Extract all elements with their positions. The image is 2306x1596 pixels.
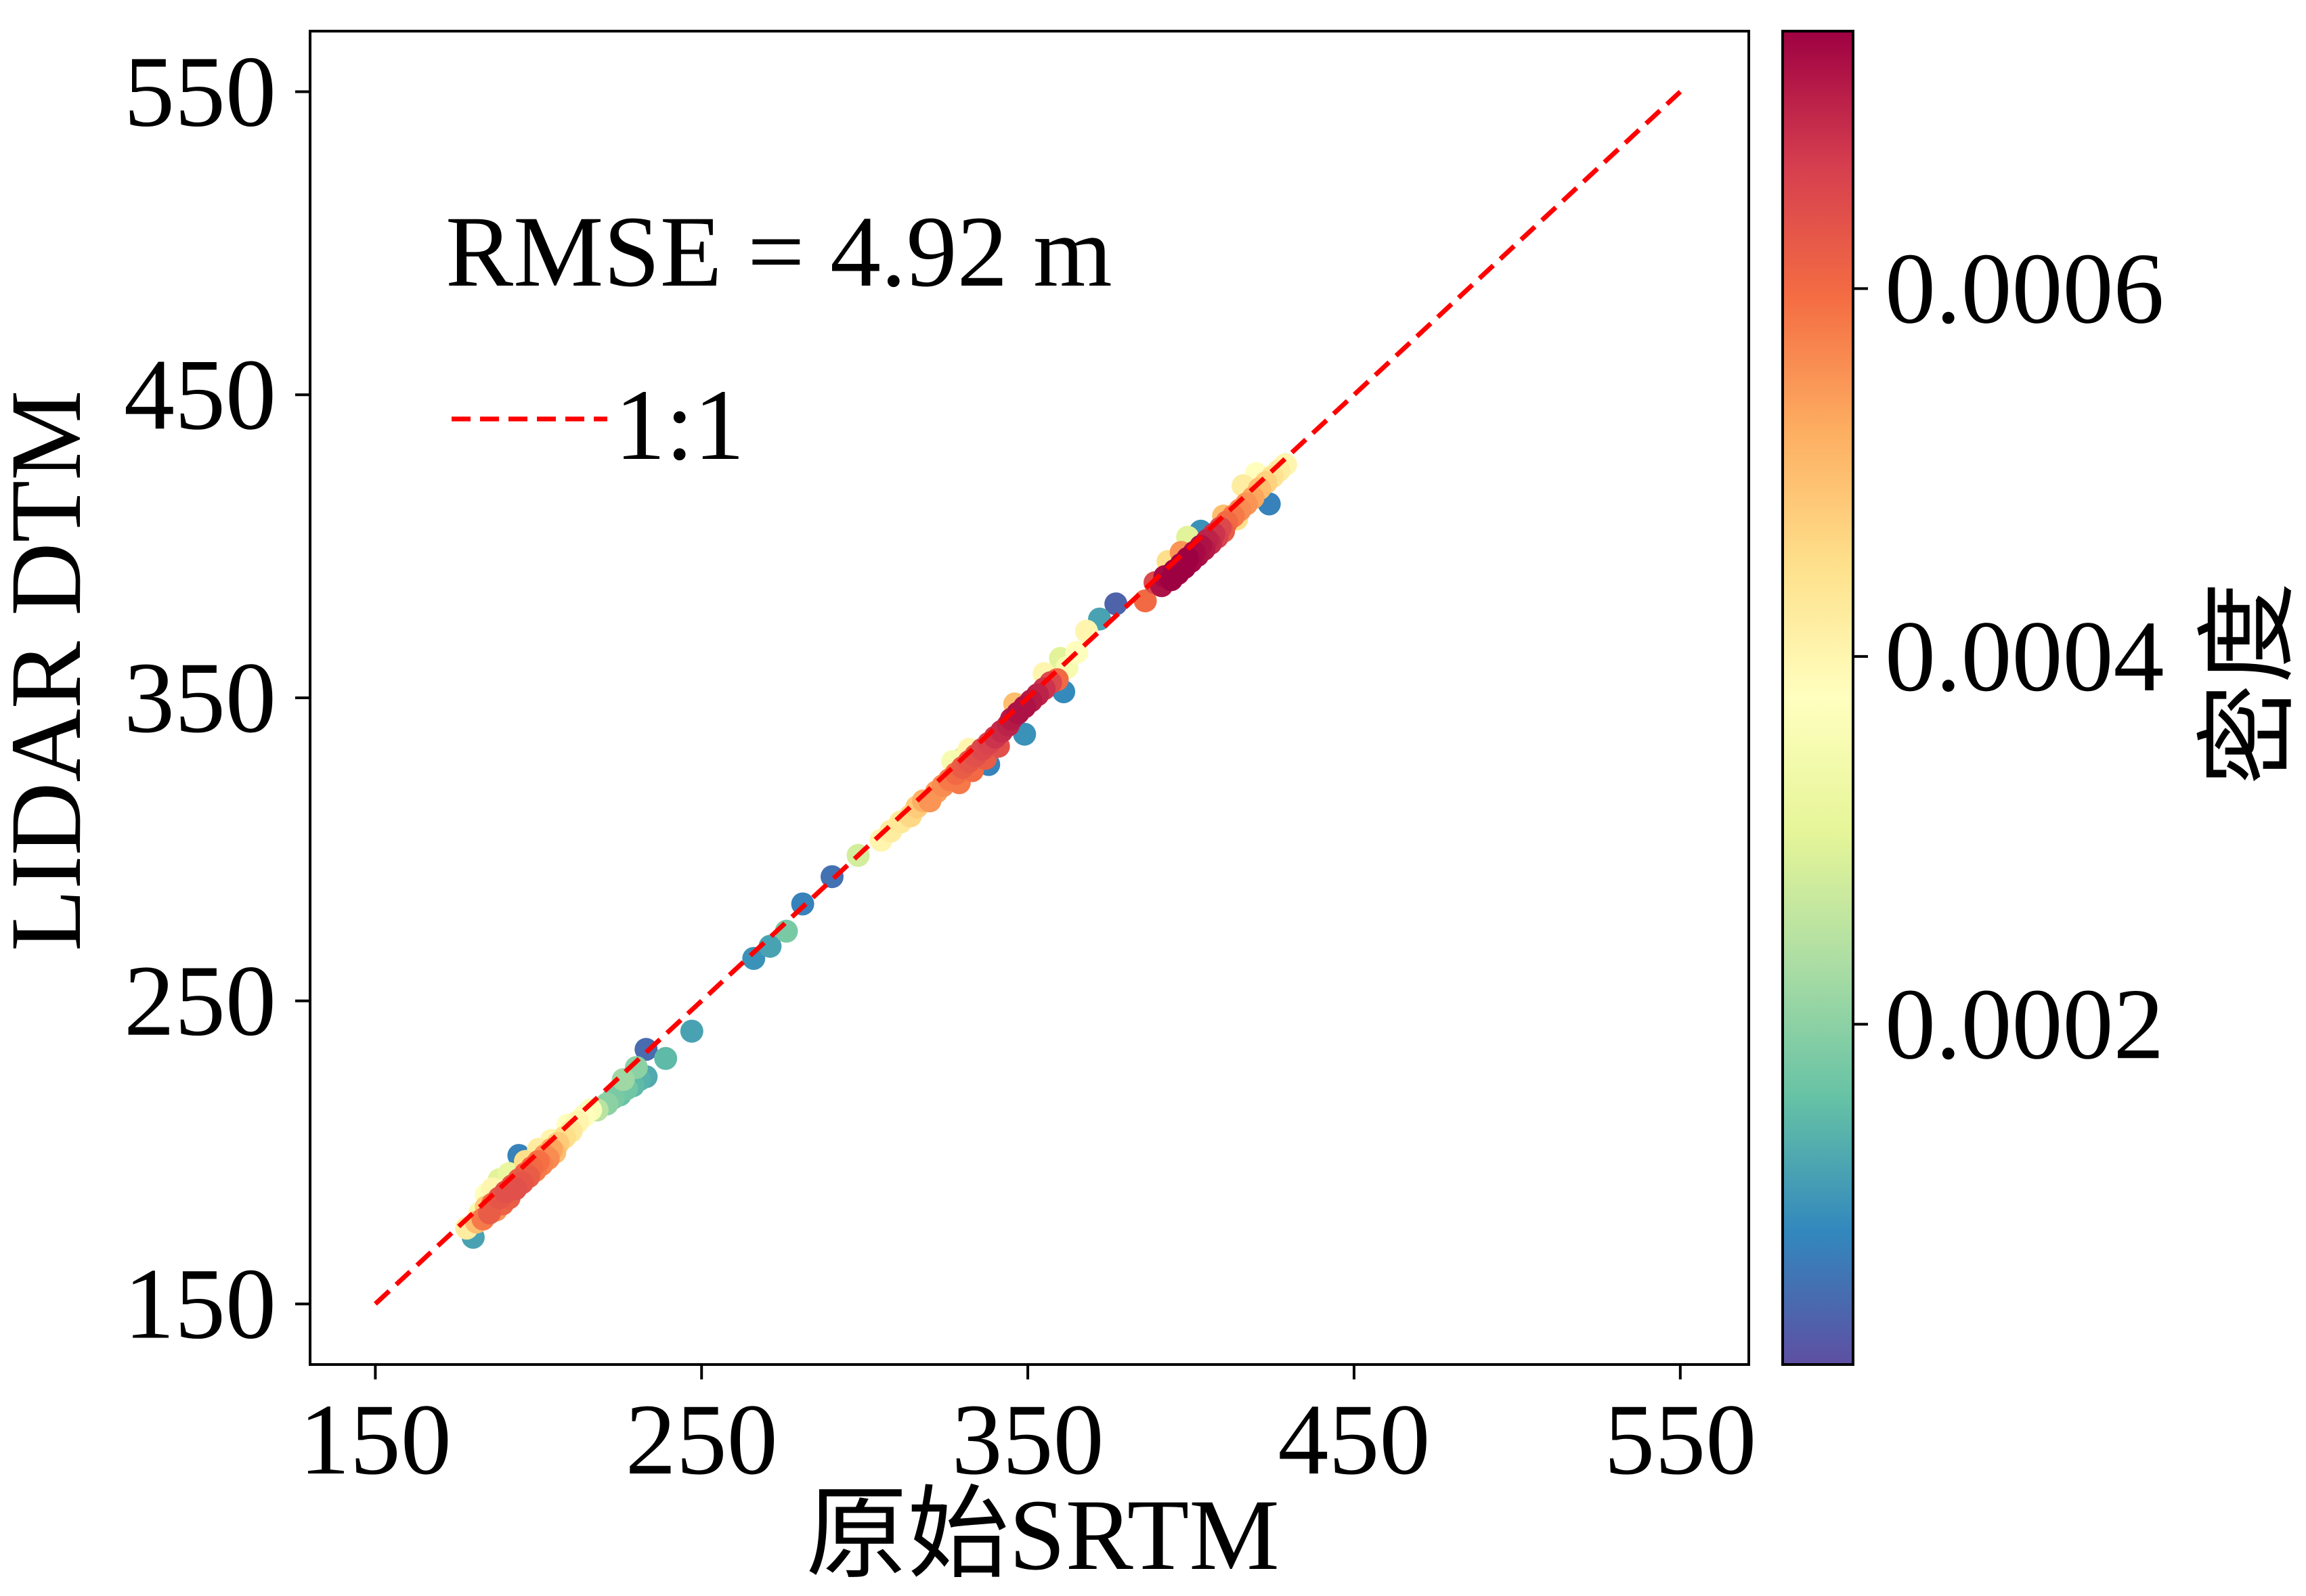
colorbar-tick-label: 0.0006 bbox=[1885, 232, 2164, 345]
x-tick-label: 350 bbox=[952, 1383, 1104, 1496]
x-axis: 150 250 350 450 550 bbox=[299, 1365, 1756, 1496]
x-tick-label: 150 bbox=[299, 1383, 452, 1496]
data-point bbox=[1074, 619, 1098, 643]
legend-label: 1:1 bbox=[615, 369, 745, 481]
y-tick-label: 250 bbox=[124, 945, 276, 1057]
colorbar-axis: 0.0002 0.0004 0.0006 bbox=[1853, 232, 2164, 1080]
x-tick-label: 450 bbox=[1278, 1383, 1430, 1496]
y-tick-label: 550 bbox=[124, 36, 276, 148]
data-point bbox=[1104, 592, 1128, 616]
data-point bbox=[504, 1177, 527, 1201]
y-tick-label: 450 bbox=[124, 338, 276, 451]
colorbar-tick-label: 0.0002 bbox=[1885, 968, 2164, 1080]
y-tick-label: 350 bbox=[124, 642, 276, 754]
y-axis-label: LIDAR DTM bbox=[0, 390, 102, 951]
data-point bbox=[821, 865, 844, 889]
data-point bbox=[1176, 547, 1200, 570]
one-to-one-line bbox=[373, 89, 1682, 1306]
data-point bbox=[654, 1046, 678, 1070]
data-point bbox=[611, 1068, 635, 1092]
x-axis-label: 原始SRTM bbox=[806, 1479, 1279, 1591]
y-tick-label: 150 bbox=[124, 1247, 276, 1360]
colorbar bbox=[1783, 31, 1853, 1365]
x-tick-label: 250 bbox=[626, 1383, 778, 1496]
colorbar-tick-label: 0.0004 bbox=[1885, 600, 2164, 713]
data-point bbox=[1013, 695, 1037, 719]
x-tick-label: 550 bbox=[1604, 1383, 1756, 1496]
colorbar-label: 密度 bbox=[2193, 582, 2305, 785]
legend: 1:1 bbox=[452, 369, 745, 481]
data-point bbox=[742, 947, 766, 970]
data-point bbox=[680, 1019, 703, 1043]
data-point bbox=[758, 935, 782, 958]
y-axis: 150 250 350 450 550 bbox=[124, 36, 310, 1360]
rmse-annotation: RMSE = 4.92 m bbox=[445, 196, 1112, 308]
colorbar-frame bbox=[1781, 30, 1854, 1366]
